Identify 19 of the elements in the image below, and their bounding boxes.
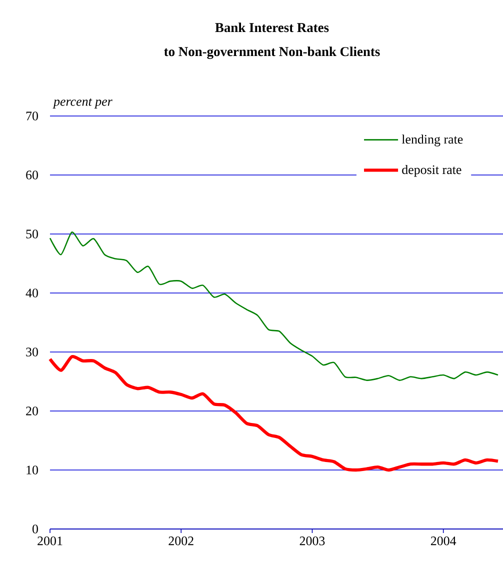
y-tick-label: 50: [26, 230, 38, 238]
y-tick-label: 40: [26, 288, 38, 298]
y-tick-label: 10: [26, 466, 38, 474]
chart-subtitle: to Non-government Non-bank Clients: [164, 46, 380, 59]
line-series: [48, 355, 500, 472]
y-tick-label: 20: [26, 406, 38, 416]
x-tick-label: 2002: [168, 536, 194, 546]
y-axis-title: percent per: [52, 98, 112, 108]
x-tick-label: 2004: [430, 536, 456, 546]
chart-title: Bank Interest Rates: [215, 22, 329, 32]
y-tick-label: 0: [32, 524, 38, 534]
x-tick-label: 2003: [300, 536, 325, 546]
y-tick-label: 70: [26, 112, 38, 120]
legend-label: lending rate: [402, 134, 463, 146]
legend-label: deposit rate: [402, 164, 462, 177]
y-tick-label: 30: [26, 348, 38, 356]
line-series: [49, 232, 499, 381]
x-tick-label: 2001: [38, 536, 62, 546]
y-tick-label: 60: [26, 170, 38, 180]
